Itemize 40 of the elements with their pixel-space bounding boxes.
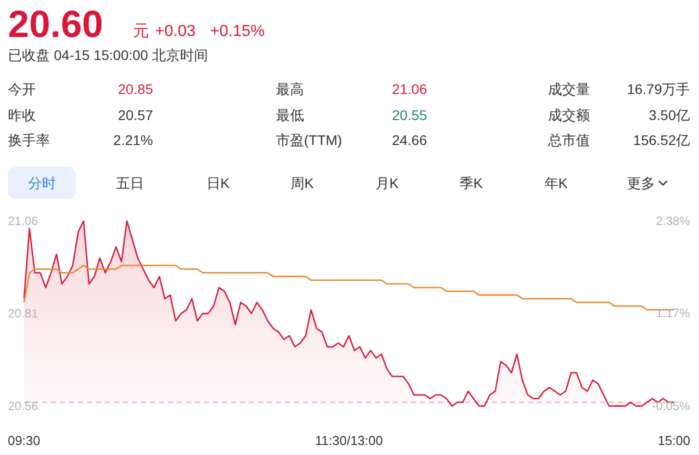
text: 五日 — [116, 175, 144, 191]
text: 总市值 — [547, 132, 590, 148]
y2-tick-label: 2.38% — [656, 214, 690, 228]
x-tick-label: 09:30 — [8, 433, 40, 448]
y-tick-label: 20.81 — [8, 306, 38, 320]
x-tick-label: 15:00 — [658, 433, 690, 448]
text: 3.50亿 — [648, 107, 690, 123]
text: 月K — [375, 175, 400, 191]
text: +0.03 — [155, 23, 196, 40]
text: 2.21% — [113, 132, 153, 148]
text: 20.55 — [392, 107, 428, 123]
y2-tick-label: 1.17% — [656, 306, 690, 320]
text: 成交量 — [548, 81, 590, 97]
text: 156.52亿 — [633, 132, 690, 148]
text: 换手率 — [8, 132, 50, 148]
text: 最高 — [276, 81, 304, 97]
text: 今开 — [8, 81, 36, 97]
text: 最低 — [276, 107, 304, 123]
text: 季K — [459, 175, 484, 191]
text: 20.60 — [8, 4, 104, 46]
text: +0.15% — [210, 23, 265, 40]
text: 年K — [544, 175, 568, 191]
text: 更多 — [627, 175, 655, 191]
text: 市盈(TTM) — [276, 132, 342, 148]
y-tick-label: 20.56 — [8, 399, 38, 413]
text: 20.57 — [118, 107, 154, 123]
text: 昨收 — [8, 107, 36, 123]
y-tick-label: 21.06 — [8, 214, 38, 228]
text: 周K — [290, 175, 314, 191]
text: 分时 — [28, 175, 56, 191]
text: 已收盘 04-15 15:00:00 北京时间 — [8, 47, 208, 63]
text: 21.06 — [392, 81, 428, 97]
text: 16.79万手 — [626, 81, 690, 97]
x-tick-label: 11:30/13:00 — [315, 433, 383, 448]
text: 元 — [133, 23, 149, 40]
text: 24.66 — [392, 132, 428, 148]
text: 日K — [206, 175, 230, 191]
text: 20.85 — [118, 81, 154, 97]
text: 成交额 — [548, 107, 590, 123]
y2-tick-label: -0.05% — [652, 399, 690, 413]
